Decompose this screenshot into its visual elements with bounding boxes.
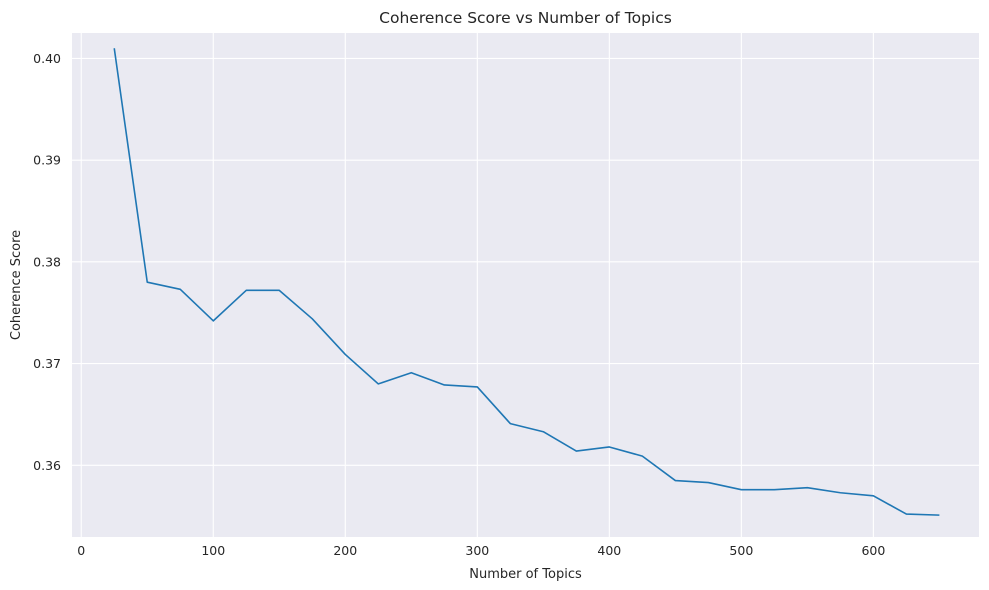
series-layer: [113, 48, 940, 516]
y-axis-label: Coherence Score: [9, 230, 24, 340]
tick-labels: 0 100 200 300 400 500 600 0.36 0.37 0.38 0.39 0.40: [33, 51, 885, 558]
x-tick-label: 200: [333, 543, 357, 558]
y-tick-label: 0.36: [33, 458, 61, 473]
x-tick-label: 300: [465, 543, 489, 558]
series-line: [113, 48, 940, 516]
x-tick-label: 100: [201, 543, 225, 558]
y-tick-label: 0.40: [33, 51, 61, 66]
x-tick-label: 400: [597, 543, 621, 558]
x-tick-label: 500: [729, 543, 753, 558]
x-axis-label: Number of Topics: [469, 567, 582, 582]
grid: [72, 33, 979, 537]
x-tick-label: 600: [861, 543, 885, 558]
y-tick-label: 0.38: [33, 254, 61, 269]
y-tick-label: 0.37: [33, 356, 61, 371]
chart-title: Coherence Score vs Number of Topics: [379, 9, 672, 27]
y-tick-label: 0.39: [33, 153, 61, 168]
x-tick-label: 0: [77, 543, 85, 558]
plot-area: [72, 33, 979, 537]
